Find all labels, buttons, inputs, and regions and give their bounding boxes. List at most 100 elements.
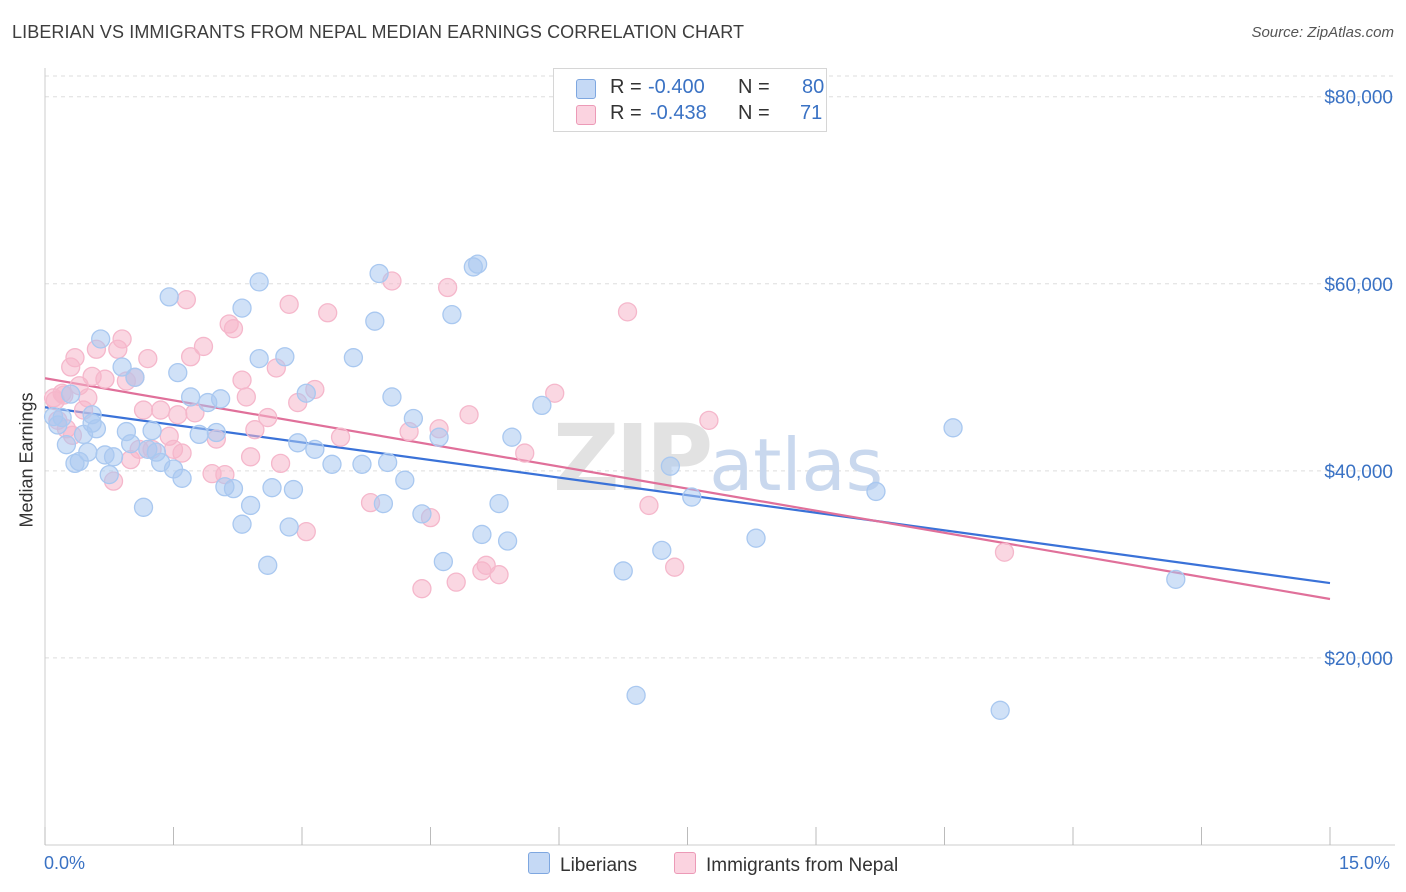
liberian-point: [497, 531, 518, 551]
nepal-point: [412, 579, 432, 599]
data-points: [43, 254, 1186, 720]
bottom-legend-liberians: Liberians: [528, 852, 637, 877]
liberian-point: [125, 367, 145, 387]
liberian-point: [682, 487, 702, 507]
nepal-legend-label: Immigrants from Nepal: [706, 855, 899, 876]
nepal-point: [240, 447, 261, 467]
liberian-point: [168, 362, 188, 383]
liberian-point: [232, 298, 252, 318]
liberian-point: [232, 514, 252, 534]
liberian-point: [262, 478, 282, 498]
nepal-point: [193, 336, 214, 357]
liberian-point: [279, 517, 299, 537]
liberian-point: [91, 329, 111, 349]
correlation-legend: R = -0.400 N = 80 R = -0.438 N = 71: [553, 68, 827, 132]
legend-n-label: N =: [738, 76, 770, 98]
liberian-point: [352, 454, 372, 474]
nepal-point: [437, 277, 458, 298]
liberian-point: [121, 434, 141, 454]
nepal-point: [270, 453, 291, 474]
y-tick-labels: $20,000 $40,000 $60,000 $80,000: [1324, 88, 1393, 670]
liberians-legend-label: Liberians: [560, 855, 638, 876]
legend-n-label: N =: [738, 102, 770, 124]
liberian-point: [866, 481, 886, 502]
nepal-point: [168, 405, 188, 425]
liberian-point: [133, 497, 154, 517]
liberian-point: [275, 347, 295, 367]
nepal-point: [223, 319, 244, 339]
nepal-point: [95, 369, 115, 389]
legend-r-label: R =: [610, 102, 642, 124]
nepal-legend-swatch: [674, 852, 696, 874]
liberian-point: [189, 424, 209, 445]
liberian-point: [283, 479, 304, 500]
nepal-point: [65, 348, 85, 368]
nepal-point: [459, 405, 479, 425]
liberian-point: [61, 384, 81, 404]
liberian-point: [240, 495, 261, 516]
liberian-point: [258, 555, 278, 575]
liberian-point: [1166, 569, 1186, 590]
nepal-point: [112, 329, 132, 349]
liberian-point: [403, 408, 424, 429]
liberian-point: [395, 470, 415, 490]
liberians-legend-swatch: [528, 852, 550, 874]
nepal-point: [176, 290, 197, 310]
x-tick-label-max: 15.0%: [1339, 853, 1391, 873]
nepal-point: [258, 407, 278, 428]
legend-n-value: 71: [800, 102, 823, 124]
liberian-point: [626, 685, 646, 705]
liberian-point: [489, 493, 509, 514]
y-axis-label: Median Earnings: [16, 392, 37, 528]
axes: [44, 68, 1395, 846]
y-tick-label: $20,000: [1324, 649, 1393, 670]
liberian-point: [142, 420, 162, 441]
liberian-point: [296, 383, 316, 403]
liberian-point: [369, 263, 389, 284]
gridlines: [45, 75, 1395, 659]
liberian-point: [442, 304, 462, 325]
liberian-point: [99, 464, 119, 485]
liberians-swatch: [576, 79, 596, 99]
nepal-swatch: [576, 105, 596, 125]
liberian-point: [429, 427, 449, 447]
liberian-point: [990, 700, 1010, 720]
liberian-point: [322, 454, 342, 474]
liberian-point: [210, 389, 231, 409]
bottom-legend-nepal: Immigrants from Nepal: [674, 852, 898, 877]
nepal-point: [330, 427, 351, 447]
nepal-point: [236, 387, 256, 407]
nepal-point: [180, 347, 201, 367]
liberian-point: [532, 395, 552, 416]
liberian-point: [56, 435, 77, 455]
liberian-point: [305, 439, 325, 459]
liberian-point: [249, 348, 269, 369]
liberian-point: [373, 493, 394, 514]
liberian-point: [206, 422, 226, 443]
nepal-point: [489, 565, 509, 585]
nepal-point: [639, 495, 659, 516]
liberian-point: [288, 433, 308, 453]
liberian-point: [112, 357, 132, 377]
nepal-point: [318, 303, 338, 323]
liberian-point: [652, 540, 672, 561]
nepal-point: [296, 522, 316, 542]
watermark-atlas: atlas: [709, 423, 883, 507]
source-credit: Source: ZipAtlas.com: [1251, 24, 1394, 41]
liberian-point: [159, 287, 179, 307]
liberian-point: [365, 311, 385, 331]
liberian-point: [69, 451, 89, 472]
legend-r-value: -0.400: [648, 76, 705, 98]
nepal-point: [138, 348, 158, 369]
nepal-point: [617, 302, 638, 322]
nepal-point: [665, 557, 685, 577]
legend-n-value: 80: [802, 76, 825, 98]
liberian-point: [412, 504, 432, 524]
liberian-point: [502, 427, 522, 447]
liberian-point: [249, 272, 269, 292]
chart-title: LIBERIAN VS IMMIGRANTS FROM NEPAL MEDIAN…: [12, 22, 745, 42]
liberian-point: [343, 348, 364, 368]
watermark: ZIPatlas: [553, 405, 883, 512]
nepal-point: [150, 400, 171, 420]
